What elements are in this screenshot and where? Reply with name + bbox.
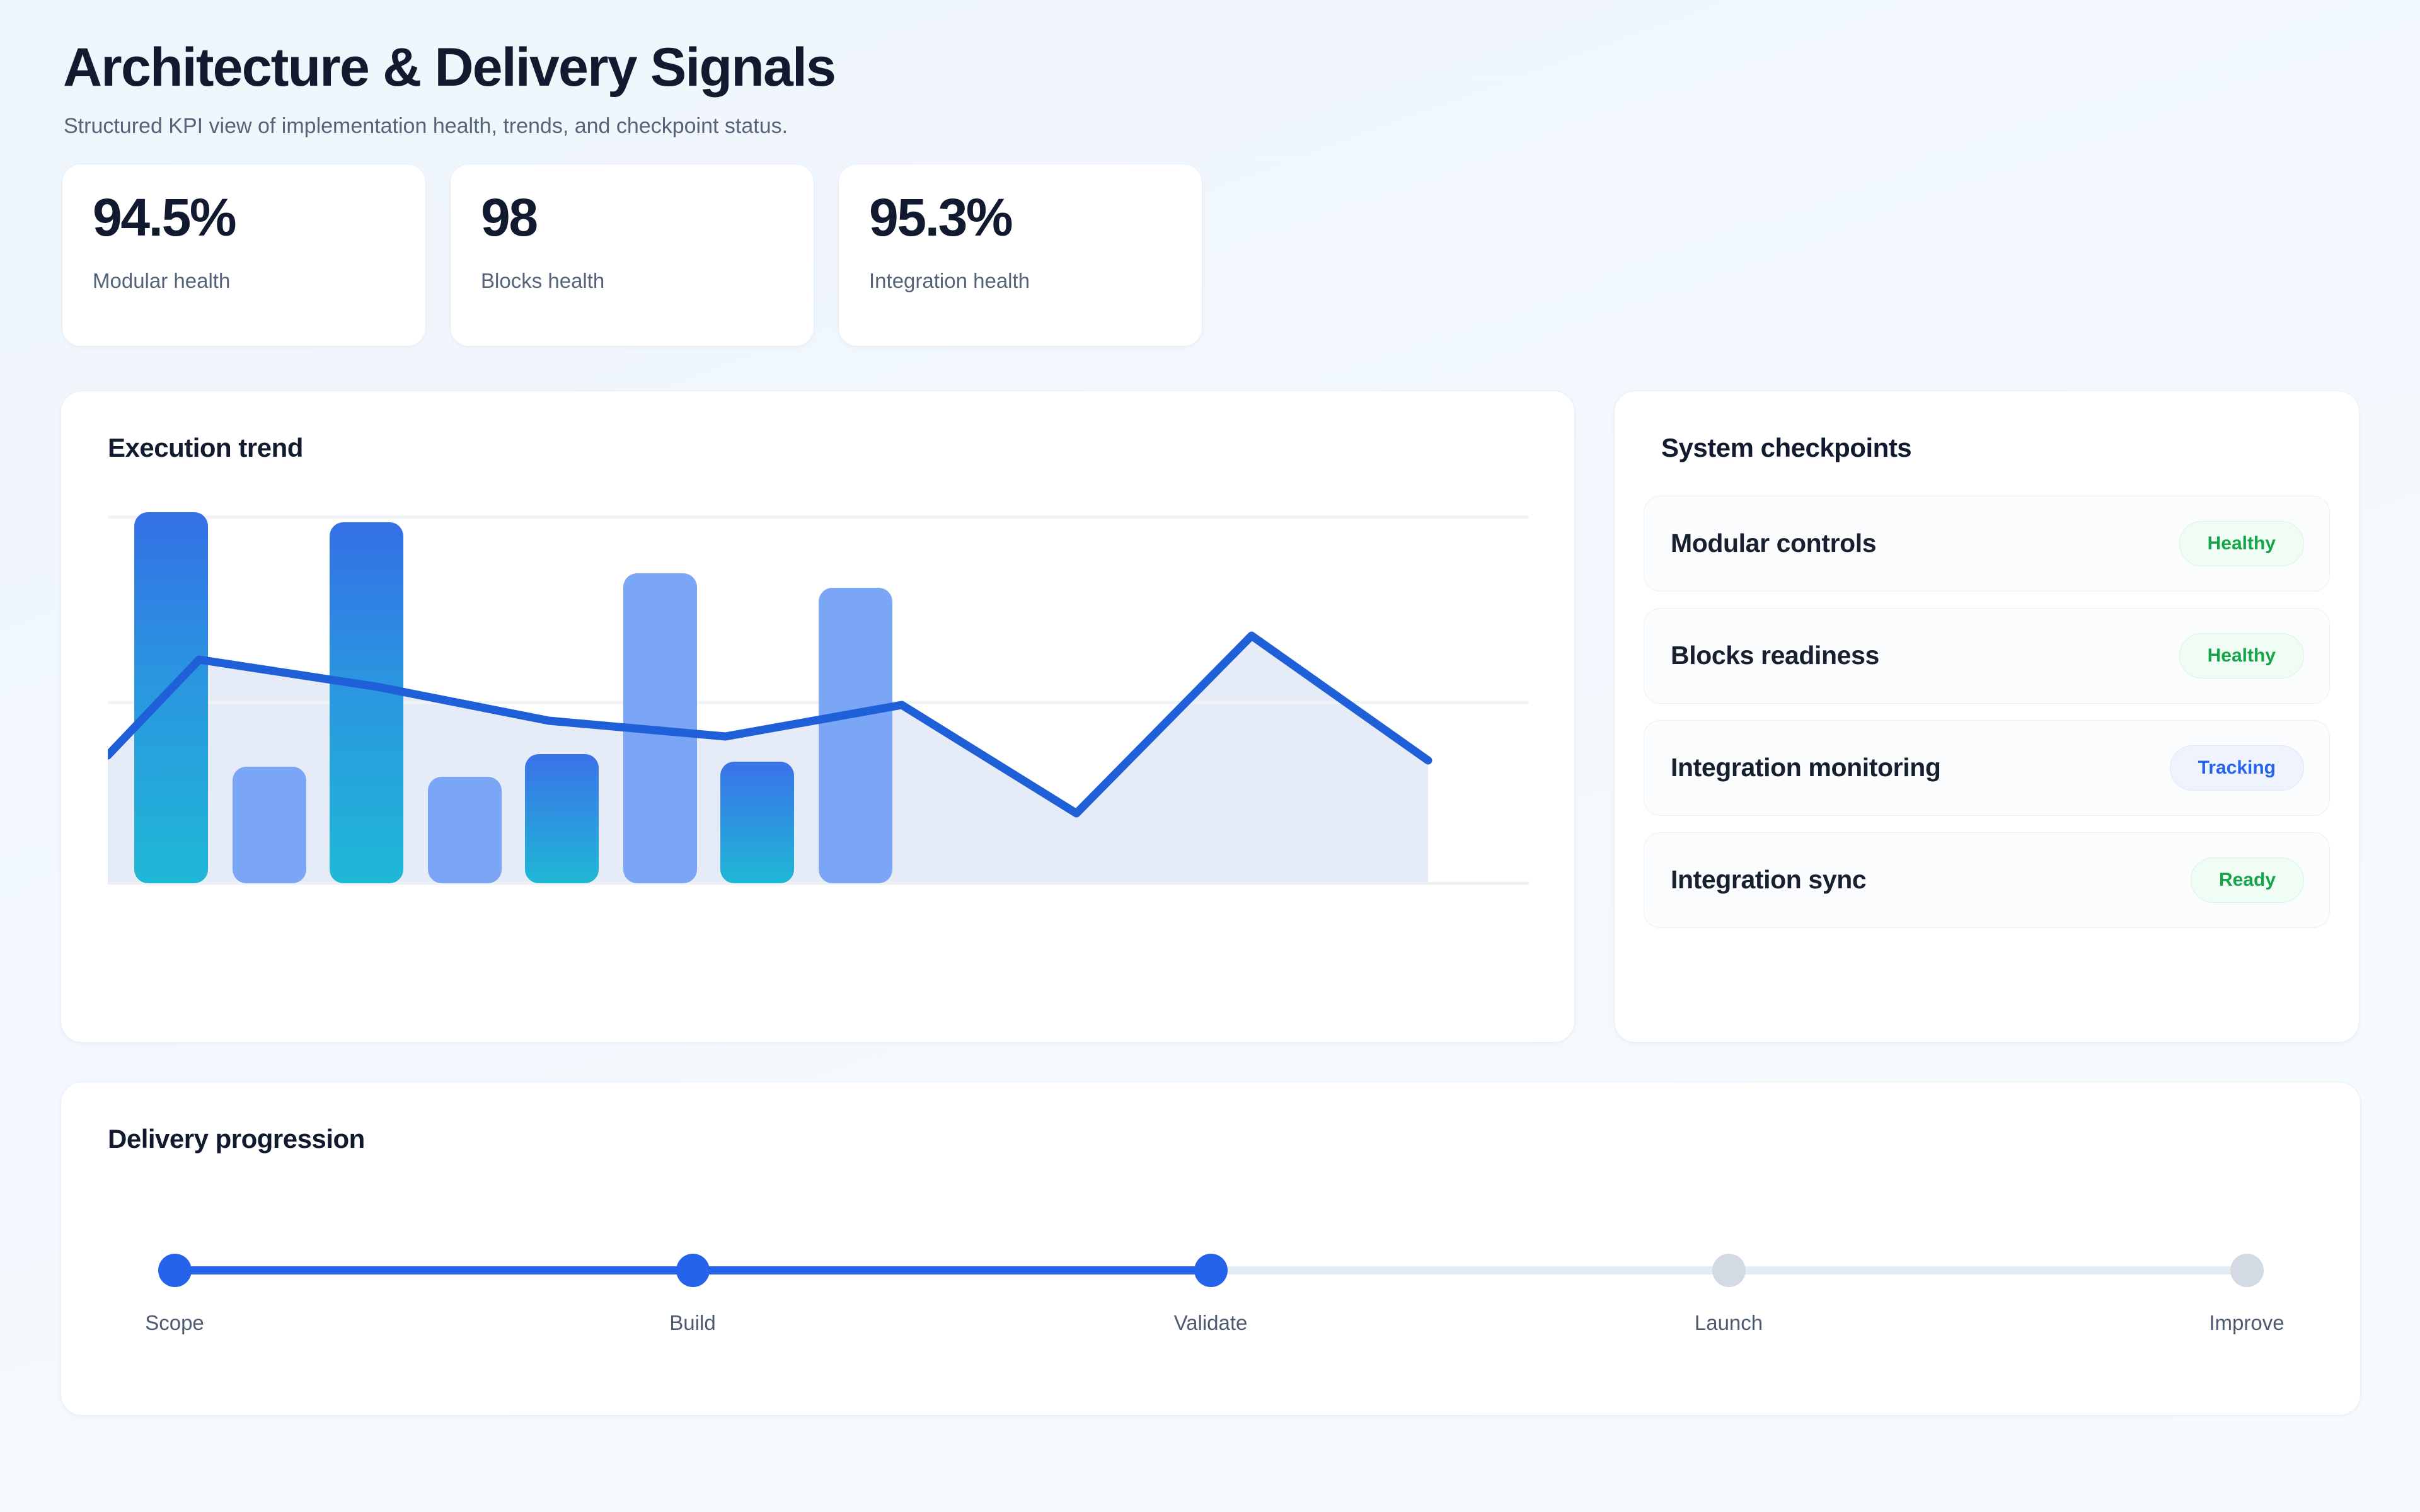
kpi-value: 98	[481, 187, 538, 247]
step-label: Improve	[2209, 1310, 2285, 1334]
step-validate[interactable]: Validate	[1148, 1253, 1274, 1335]
step-dot-icon	[158, 1253, 192, 1287]
delivery-progression-title: Delivery progression	[108, 1123, 365, 1154]
delivery-stepper: Scope Build Validate Launch Improve	[145, 1253, 2285, 1361]
kpi-card-blocks-health: 98 Blocks health	[450, 163, 814, 346]
main-content-row: Execution trend	[60, 390, 2360, 1043]
kpi-card-row: 94.5% Modular health 98 Blocks health 95…	[62, 163, 2360, 346]
checkpoint-label: Modular controls	[1671, 529, 1877, 558]
bar	[233, 766, 306, 883]
bar	[428, 776, 502, 883]
delivery-progression-card: Delivery progression Scope Build Validat…	[60, 1081, 2361, 1416]
bar	[525, 753, 599, 883]
step-dot-icon	[1194, 1253, 1228, 1287]
checkpoint-row-modular-controls[interactable]: Modular controls Healthy	[1644, 495, 2330, 592]
checkpoint-label: Integration sync	[1671, 865, 1867, 895]
step-improve[interactable]: Improve	[2184, 1253, 2310, 1335]
status-badge: Ready	[2190, 857, 2304, 903]
checkpoint-row-integration-sync[interactable]: Integration sync Ready	[1644, 832, 2330, 928]
execution-trend-svg	[108, 512, 1529, 885]
status-badge: Healthy	[2179, 520, 2304, 566]
step-label: Scope	[145, 1310, 204, 1334]
step-dot-icon	[676, 1253, 710, 1287]
bar	[819, 587, 892, 883]
bar	[720, 761, 794, 883]
execution-trend-title: Execution trend	[108, 432, 303, 462]
step-label: Build	[669, 1310, 716, 1334]
kpi-value: 95.3%	[869, 187, 1013, 247]
trend-line	[108, 631, 1432, 818]
status-badge: Tracking	[2169, 745, 2304, 791]
step-launch[interactable]: Launch	[1666, 1253, 1792, 1335]
bar	[330, 522, 403, 883]
step-dot-icon	[2230, 1253, 2264, 1287]
system-checkpoints-card: System checkpoints Modular controls Heal…	[1614, 390, 2360, 1043]
stepper-nodes: Scope Build Validate Launch Improve	[145, 1253, 2285, 1335]
kpi-card-modular-health: 94.5% Modular health	[62, 163, 426, 346]
step-build[interactable]: Build	[630, 1253, 756, 1335]
checkpoint-label: Integration monitoring	[1671, 753, 1941, 782]
kpi-card-integration-health: 95.3% Integration health	[838, 163, 1202, 346]
kpi-label: Integration health	[869, 268, 1030, 292]
kpi-value: 94.5%	[93, 187, 237, 247]
page-subtitle: Structured KPI view of implementation he…	[64, 114, 788, 139]
system-checkpoints-title: System checkpoints	[1661, 432, 1912, 462]
step-dot-icon	[1712, 1253, 1746, 1287]
execution-trend-card: Execution trend	[60, 390, 1575, 1043]
step-label: Validate	[1173, 1310, 1248, 1334]
checkpoint-row-integration-monitoring[interactable]: Integration monitoring Tracking	[1644, 719, 2330, 816]
bar	[134, 512, 208, 883]
step-label: Launch	[1694, 1310, 1763, 1334]
checkpoint-label: Blocks readiness	[1671, 641, 1879, 670]
page-title: Architecture & Delivery Signals	[63, 37, 836, 98]
checkpoint-list: Modular controls Healthy Blocks readines…	[1644, 495, 2330, 928]
status-badge: Healthy	[2179, 633, 2304, 679]
kpi-label: Modular health	[93, 268, 231, 292]
kpi-label: Blocks health	[481, 268, 605, 292]
execution-trend-chart	[108, 502, 1529, 905]
step-scope[interactable]: Scope	[112, 1253, 238, 1335]
checkpoint-row-blocks-readiness[interactable]: Blocks readiness Healthy	[1644, 607, 2330, 704]
